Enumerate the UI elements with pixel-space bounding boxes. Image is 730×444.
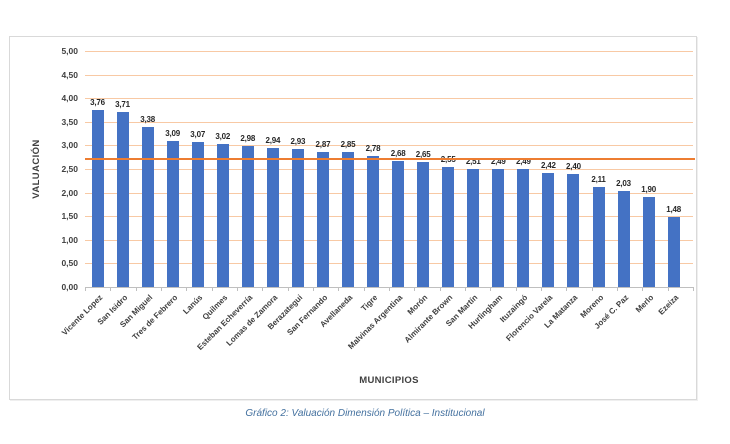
x-axis-tick: [338, 287, 340, 291]
bar: [316, 151, 329, 287]
x-axis-tick: [389, 287, 390, 291]
x-axis-tick: [693, 287, 694, 291]
bar: [141, 127, 154, 287]
bar-value-label: 3,38: [140, 115, 155, 125]
bar: [91, 109, 104, 287]
bar-value-label: 2,40: [566, 161, 581, 171]
bar-value-label: 3,02: [215, 132, 231, 142]
gridline: [85, 74, 693, 76]
bar: [667, 217, 680, 287]
x-axis-tick: [262, 287, 264, 291]
x-axis-tick: [287, 287, 289, 291]
y-tick-label: 0,00: [61, 282, 78, 292]
bar: [592, 187, 605, 287]
gridline: [85, 216, 693, 218]
x-axis-tick: [414, 287, 416, 291]
bar: [492, 169, 505, 287]
x-axis-tick: [85, 287, 86, 291]
x-axis-tick: [439, 287, 441, 291]
x-axis-tick: [313, 287, 314, 291]
gridline: [85, 145, 693, 147]
bar-value-label: 1,48: [666, 205, 682, 215]
bar-value-label: 2,51: [465, 156, 481, 166]
gridline: [85, 239, 693, 241]
x-axis-tick: [591, 287, 593, 291]
x-axis-tick: [161, 287, 162, 291]
gridline: [85, 192, 693, 194]
x-axis-tick: [465, 287, 466, 291]
bar-value-label: 3,09: [165, 129, 181, 139]
gridline: [85, 169, 693, 170]
y-tick-label: 4,50: [61, 69, 78, 80]
chart-caption: Gráfico 2: Valuación Dimensión Política …: [245, 408, 485, 419]
bar: [166, 141, 179, 287]
x-axis-tick: [363, 287, 365, 291]
bar-value-label: 2,65: [415, 149, 431, 159]
x-axis-tick: [566, 287, 568, 291]
bar: [367, 155, 380, 287]
gridline: [85, 263, 693, 265]
bar: [467, 168, 480, 287]
bar-value-label: 2,98: [240, 134, 256, 144]
bar-value-label: 2,11: [591, 175, 606, 185]
bar: [417, 161, 430, 287]
y-tick-label: 4,00: [61, 93, 78, 104]
bar-value-label: 2,49: [490, 157, 506, 167]
bar-value-label: 1,90: [641, 185, 656, 195]
bar: [116, 111, 129, 287]
bar-value-label: 2,49: [515, 157, 531, 167]
x-axis-tick: [667, 287, 669, 291]
bar: [542, 172, 555, 287]
x-axis-tick: [617, 287, 618, 291]
x-axis-tick: [211, 287, 213, 291]
bar: [191, 142, 204, 287]
y-tick-label: 3,50: [61, 116, 78, 127]
bar: [517, 169, 530, 287]
average-line: [85, 158, 695, 161]
bar-value-label: 2,87: [315, 139, 331, 149]
bar: [617, 191, 630, 287]
y-tick-label: 2,50: [61, 164, 78, 174]
bar: [241, 146, 254, 287]
bar: [216, 144, 229, 287]
bar: [567, 173, 580, 287]
bar-value-label: 2,78: [365, 143, 381, 153]
bar: [442, 166, 455, 287]
bar: [392, 160, 405, 287]
y-tick-label: 2,00: [61, 187, 78, 198]
y-tick-label: 0,50: [61, 258, 78, 269]
y-tick-label: 1,00: [61, 234, 78, 245]
y-tick-label: 3,00: [61, 140, 78, 151]
x-axis-tick: [110, 287, 112, 291]
bar-value-label: 3,71: [115, 99, 130, 109]
y-axis-title: VALUACIÓN: [31, 139, 42, 199]
bar-value-label: 2,85: [340, 140, 356, 150]
bar-value-label: 2,93: [290, 136, 306, 146]
bar-value-label: 3,76: [90, 97, 105, 107]
bar-value-label: 3,07: [190, 130, 206, 140]
x-axis-title: MUNICIPIOS: [359, 375, 419, 386]
x-axis-tick: [541, 287, 542, 291]
y-tick-label: 1,50: [61, 211, 78, 222]
bar: [342, 152, 354, 287]
gridline: [85, 98, 693, 100]
x-axis-tick: [237, 287, 238, 291]
bar-value-label: 2,03: [616, 179, 631, 189]
bar-value-label: 2,42: [541, 160, 556, 170]
bar: [291, 148, 304, 287]
chart-panel: 0,00 0,50 1,00 1,50 2,00 2,50 3,00 3,50 4,00 4,50…: [9, 36, 697, 400]
x-axis-tick: [642, 287, 644, 291]
gridline: [85, 51, 693, 52]
bar-value-label: 2,94: [265, 136, 281, 146]
bar-value-label: 2,68: [390, 148, 406, 158]
bar: [642, 197, 655, 287]
y-tick-label: 5,00: [61, 46, 78, 56]
x-axis-tick: [490, 287, 492, 291]
x-axis-tick: [186, 287, 188, 291]
x-axis-tick: [515, 287, 517, 291]
bar: [266, 148, 279, 287]
gridline: [85, 121, 693, 123]
x-axis-tick: [135, 287, 137, 291]
